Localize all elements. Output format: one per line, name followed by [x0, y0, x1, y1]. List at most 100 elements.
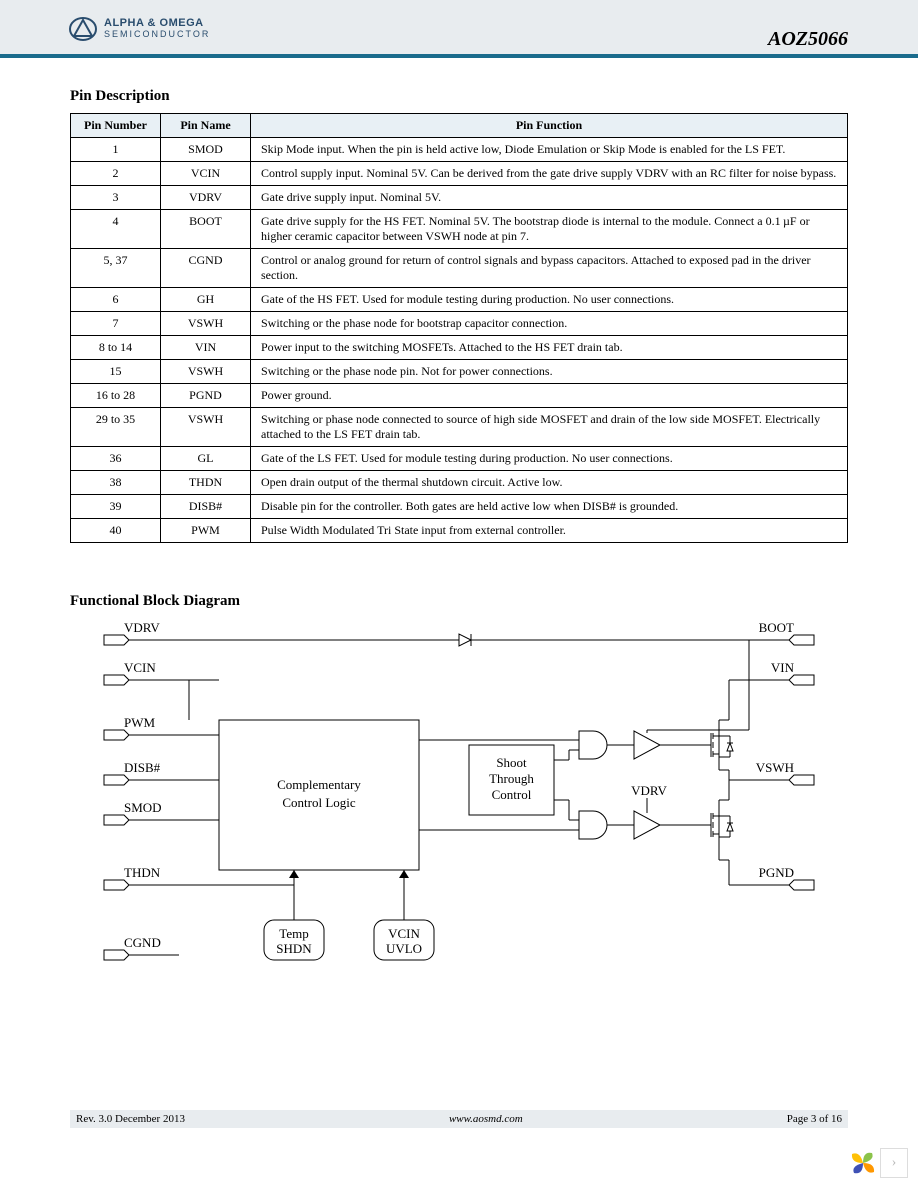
svg-text:Shoot: Shoot	[496, 755, 527, 770]
col-pin-number: Pin Number	[71, 114, 161, 138]
svg-text:Through: Through	[489, 771, 534, 786]
functional-block-diagram: VDRV VCIN PWM DISB# SMOD THDN CGND BOOT VIN VSWH P…	[89, 620, 829, 1000]
company-logo: ALPHA & OMEGA SEMICONDUCTOR	[68, 16, 210, 42]
pin-name-cell: GH	[161, 288, 251, 312]
svg-text:UVLO: UVLO	[386, 941, 422, 956]
pin-name-cell: VCIN	[161, 162, 251, 186]
svg-text:VCIN: VCIN	[388, 926, 420, 941]
col-pin-function: Pin Function	[251, 114, 848, 138]
svg-text:SMOD: SMOD	[124, 800, 162, 815]
company-name-bottom: SEMICONDUCTOR	[104, 29, 210, 40]
svg-text:VIN: VIN	[771, 660, 795, 675]
pin-name-cell: DISB#	[161, 495, 251, 519]
footer-page: Page 3 of 16	[787, 1113, 842, 1125]
pin-number-cell: 16 to 28	[71, 384, 161, 408]
pin-function-cell: Switching or the phase node for bootstra…	[251, 312, 848, 336]
pin-number-cell: 6	[71, 288, 161, 312]
pin-name-cell: CGND	[161, 249, 251, 288]
table-row: 36GLGate of the LS FET. Used for module …	[71, 447, 848, 471]
pin-name-cell: GL	[161, 447, 251, 471]
block-diagram-title: Functional Block Diagram	[70, 593, 848, 610]
table-row: 39DISB#Disable pin for the controller. B…	[71, 495, 848, 519]
pin-name-cell: BOOT	[161, 210, 251, 249]
table-row: 4BOOTGate drive supply for the HS FET. N…	[71, 210, 848, 249]
col-pin-name: Pin Name	[161, 114, 251, 138]
table-row: 6GHGate of the HS FET. Used for module t…	[71, 288, 848, 312]
pin-function-cell: Gate drive supply for the HS FET. Nomina…	[251, 210, 848, 249]
svg-text:Complementary: Complementary	[277, 777, 361, 792]
page-content: Pin Description Pin Number Pin Name Pin …	[0, 58, 918, 1000]
widget-expand-button[interactable]: ›	[880, 1148, 908, 1178]
pin-number-cell: 5, 37	[71, 249, 161, 288]
table-row: 3VDRVGate drive supply input. Nominal 5V…	[71, 186, 848, 210]
pin-function-cell: Open drain output of the thermal shutdow…	[251, 471, 848, 495]
pin-number-cell: 40	[71, 519, 161, 543]
pin-number-cell: 39	[71, 495, 161, 519]
svg-text:Control Logic: Control Logic	[282, 795, 356, 810]
pin-function-cell: Skip Mode input. When the pin is held ac…	[251, 138, 848, 162]
pin-number-cell: 36	[71, 447, 161, 471]
pin-function-cell: Disable pin for the controller. Both gat…	[251, 495, 848, 519]
pin-name-cell: THDN	[161, 471, 251, 495]
page-footer: Rev. 3.0 December 2013 www.aosmd.com Pag…	[70, 1110, 848, 1128]
svg-text:VSWH: VSWH	[756, 760, 794, 775]
pin-name-cell: PWM	[161, 519, 251, 543]
pin-number-cell: 15	[71, 360, 161, 384]
svg-text:PWM: PWM	[124, 715, 156, 730]
pin-number-cell: 1	[71, 138, 161, 162]
company-name-top: ALPHA & OMEGA	[104, 18, 210, 29]
pin-function-cell: Gate drive supply input. Nominal 5V.	[251, 186, 848, 210]
page-header: ALPHA & OMEGA SEMICONDUCTOR AOZ5066	[0, 0, 918, 58]
pin-description-title: Pin Description	[70, 88, 848, 105]
pin-name-cell: VDRV	[161, 186, 251, 210]
pin-description-table: Pin Number Pin Name Pin Function 1SMODSk…	[70, 113, 848, 543]
pin-number-cell: 3	[71, 186, 161, 210]
table-row: 29 to 35VSWHSwitching or phase node conn…	[71, 408, 848, 447]
table-row: 40PWMPulse Width Modulated Tri State inp…	[71, 519, 848, 543]
pin-number-cell: 38	[71, 471, 161, 495]
pin-name-cell: SMOD	[161, 138, 251, 162]
logo-icon	[68, 16, 98, 42]
svg-text:VDRV: VDRV	[631, 783, 667, 798]
table-row: 8 to 14VINPower input to the switching M…	[71, 336, 848, 360]
footer-revision: Rev. 3.0 December 2013	[76, 1113, 185, 1125]
pin-name-cell: PGND	[161, 384, 251, 408]
widget-icon	[848, 1148, 878, 1178]
svg-text:PGND: PGND	[759, 865, 794, 880]
svg-text:SHDN: SHDN	[276, 941, 312, 956]
svg-text:BOOT: BOOT	[759, 620, 794, 635]
svg-text:VDRV: VDRV	[124, 620, 160, 635]
pin-function-cell: Pulse Width Modulated Tri State input fr…	[251, 519, 848, 543]
pin-function-cell: Switching or phase node connected to sou…	[251, 408, 848, 447]
table-row: 1SMODSkip Mode input. When the pin is he…	[71, 138, 848, 162]
pin-function-cell: Power ground.	[251, 384, 848, 408]
pin-function-cell: Gate of the LS FET. Used for module test…	[251, 447, 848, 471]
table-row: 38THDNOpen drain output of the thermal s…	[71, 471, 848, 495]
footer-url: www.aosmd.com	[449, 1113, 523, 1125]
svg-text:Control: Control	[492, 787, 532, 802]
table-row: 7VSWHSwitching or the phase node for boo…	[71, 312, 848, 336]
pin-function-cell: Control or analog ground for return of c…	[251, 249, 848, 288]
chevron-right-icon: ›	[892, 1155, 897, 1171]
svg-text:VCIN: VCIN	[124, 660, 156, 675]
pin-name-cell: VSWH	[161, 408, 251, 447]
pin-name-cell: VIN	[161, 336, 251, 360]
table-row: 16 to 28PGNDPower ground.	[71, 384, 848, 408]
viewer-widget[interactable]: ›	[848, 1148, 908, 1178]
pin-name-cell: VSWH	[161, 360, 251, 384]
pin-function-cell: Switching or the phase node pin. Not for…	[251, 360, 848, 384]
svg-text:CGND: CGND	[124, 935, 161, 950]
svg-text:DISB#: DISB#	[124, 760, 161, 775]
pin-function-cell: Power input to the switching MOSFETs. At…	[251, 336, 848, 360]
pin-function-cell: Control supply input. Nominal 5V. Can be…	[251, 162, 848, 186]
table-row: 5, 37CGNDControl or analog ground for re…	[71, 249, 848, 288]
pin-number-cell: 7	[71, 312, 161, 336]
table-row: 2VCINControl supply input. Nominal 5V. C…	[71, 162, 848, 186]
pin-number-cell: 29 to 35	[71, 408, 161, 447]
pin-name-cell: VSWH	[161, 312, 251, 336]
pin-function-cell: Gate of the HS FET. Used for module test…	[251, 288, 848, 312]
part-number: AOZ5066	[768, 28, 848, 51]
pin-number-cell: 4	[71, 210, 161, 249]
svg-text:THDN: THDN	[124, 865, 161, 880]
svg-text:Temp: Temp	[279, 926, 308, 941]
